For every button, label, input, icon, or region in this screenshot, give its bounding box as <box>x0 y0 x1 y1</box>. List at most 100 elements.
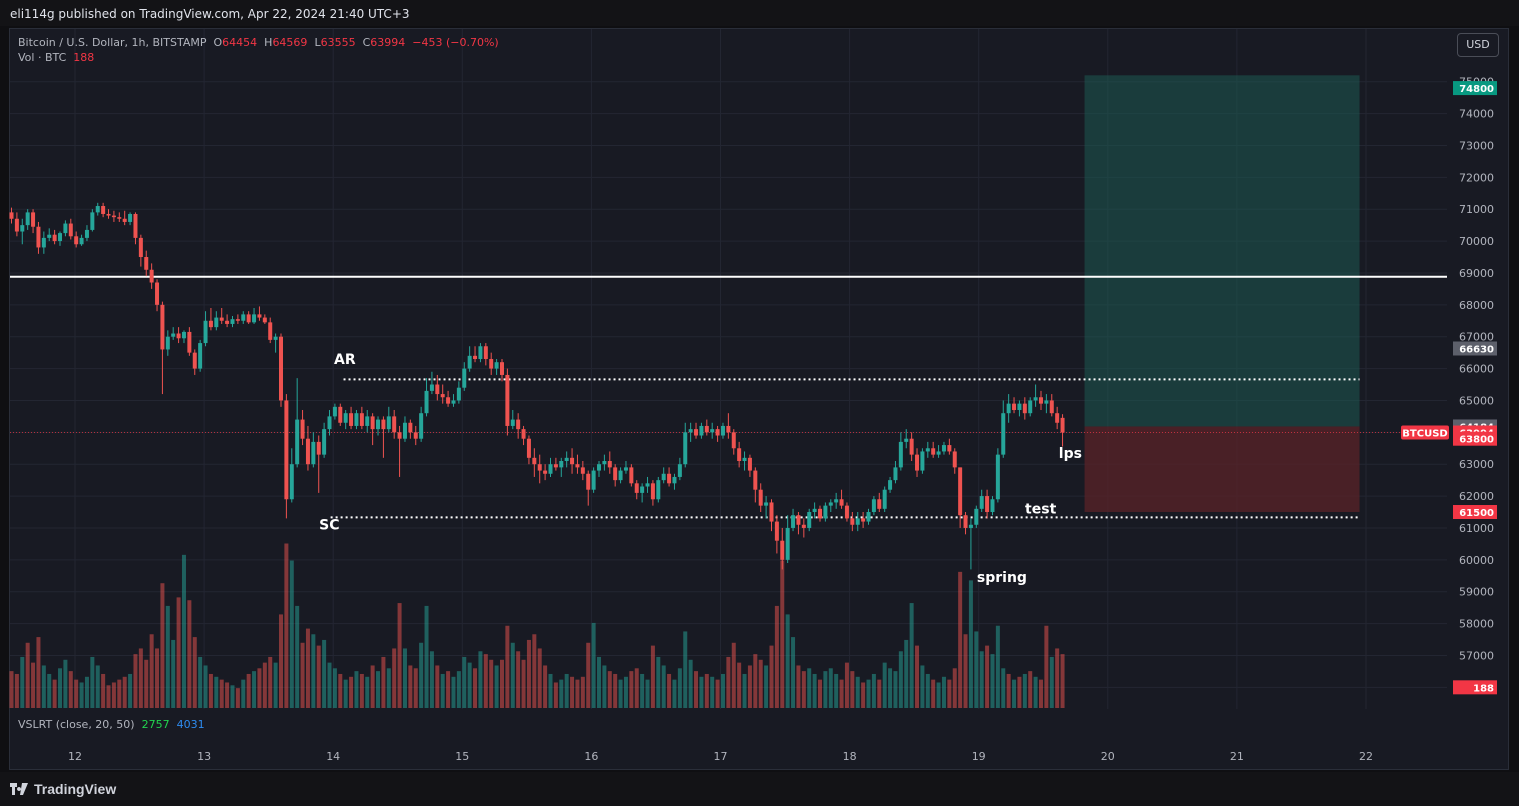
candle-body <box>780 540 785 560</box>
volume-bar <box>823 671 828 708</box>
candle-body <box>607 461 612 468</box>
volume-bar <box>688 659 693 708</box>
candle-body <box>774 521 779 541</box>
candle-body <box>289 464 294 500</box>
volume-bar <box>570 676 575 708</box>
volume-bar <box>1038 679 1043 708</box>
volume-bar <box>489 659 494 708</box>
volume-bar <box>1055 648 1060 708</box>
candle-body <box>483 346 488 360</box>
volume-bar <box>402 648 407 708</box>
volume-bar <box>537 648 542 708</box>
candle-body <box>381 419 386 430</box>
volume-bar <box>392 648 397 708</box>
volume-bar <box>332 668 337 708</box>
candle-body <box>386 416 391 430</box>
published-header: eli114g published on TradingView.com, Ap… <box>0 0 1519 26</box>
change-value: −453 (−0.70%) <box>412 36 499 49</box>
volume-bar <box>1017 676 1022 708</box>
volume-bar <box>936 682 941 708</box>
volume-bar <box>36 637 41 708</box>
annotation-AR: AR <box>334 352 356 368</box>
candle-body <box>861 518 866 522</box>
x-tick-label: 18 <box>843 750 857 763</box>
volume-bar <box>591 622 596 708</box>
volume-bar <box>780 560 785 708</box>
volume-bar <box>694 671 699 708</box>
volume-bar <box>74 679 79 708</box>
volume-bar <box>742 673 747 708</box>
candle-body <box>429 384 434 391</box>
volume-bar <box>138 648 143 708</box>
candle-body <box>764 502 769 506</box>
candle-body <box>785 527 790 560</box>
candle-body <box>564 457 569 462</box>
volume-bar <box>95 665 100 708</box>
volume-bar <box>559 679 564 708</box>
candle-body <box>198 343 203 369</box>
volume-bar <box>882 662 887 708</box>
volume-bar <box>995 625 1000 708</box>
volume-bar <box>397 603 402 708</box>
candle-body <box>995 454 1000 500</box>
candle-body <box>893 467 898 481</box>
candle-body <box>435 384 440 395</box>
volume-bar <box>731 642 736 708</box>
volume-bar <box>133 654 138 708</box>
volume-bar <box>79 682 84 708</box>
volume-bar <box>1049 656 1054 708</box>
volume-bar <box>300 642 305 708</box>
candle-body <box>758 489 763 506</box>
volume-bar <box>958 571 963 708</box>
candle-body <box>456 387 461 401</box>
volume-bar <box>370 665 375 708</box>
candle-body <box>677 464 682 477</box>
candle-body <box>570 457 575 465</box>
volume-bar <box>68 671 73 708</box>
y-tick-label: 57000 <box>1459 649 1494 662</box>
candle-body <box>844 505 849 519</box>
volume-bar <box>1001 668 1006 708</box>
volume-bar <box>720 673 725 708</box>
volume-bar <box>602 665 607 708</box>
candle-body <box>467 355 472 369</box>
candle-body <box>742 457 747 462</box>
volume-bar <box>84 676 89 708</box>
candle-body <box>208 320 213 328</box>
y-tick-label: 68000 <box>1459 299 1494 312</box>
y-tick-label: 69000 <box>1459 267 1494 280</box>
volume-bar <box>699 676 704 708</box>
volume-bar <box>661 665 666 708</box>
candle-body <box>451 400 456 404</box>
candle-body <box>122 218 127 222</box>
candle-body <box>537 464 542 471</box>
candle-body <box>602 461 607 465</box>
y-tick-label: 62000 <box>1459 490 1494 503</box>
volume-bar <box>586 642 591 708</box>
candle-body <box>155 282 160 305</box>
tradingview-logo[interactable]: TradingView <box>10 781 116 797</box>
volume-bar <box>176 597 181 708</box>
candle-body <box>909 438 914 455</box>
y-tick-label: 67000 <box>1459 331 1494 344</box>
volume-bar <box>424 605 429 708</box>
indicator-value-1: 2757 <box>141 718 170 731</box>
volume-bar <box>1044 625 1049 708</box>
indicator-label: VSLRT (close, 20, 50) <box>18 718 135 731</box>
volume-bar <box>111 682 116 708</box>
volume-bar <box>235 688 240 708</box>
volume-bar <box>1022 673 1027 708</box>
volume-bar <box>726 656 731 708</box>
candle-body <box>192 352 197 369</box>
currency-button[interactable]: USD <box>1457 33 1499 57</box>
ohlc-row: Bitcoin / U.S. Dollar, 1h, BITSTAMP O644… <box>18 35 499 50</box>
candle-body <box>138 237 143 258</box>
candle-body <box>1006 403 1011 414</box>
volume-bar <box>877 679 882 708</box>
volume-bar <box>408 665 413 708</box>
x-tick-label: 15 <box>455 750 469 763</box>
volume-bar <box>225 682 230 708</box>
candle-body <box>370 416 375 430</box>
volume-bar <box>365 676 370 708</box>
